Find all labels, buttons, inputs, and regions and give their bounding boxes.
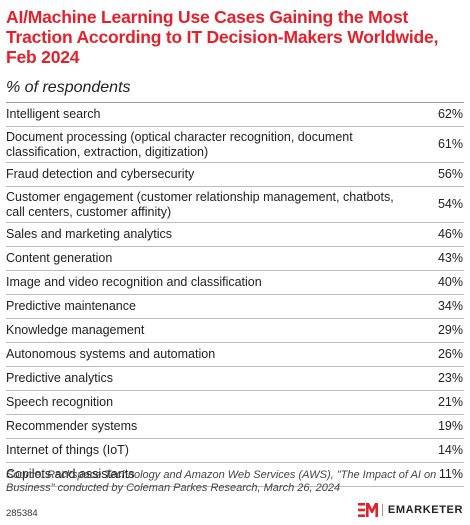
row-value: 23%: [437, 371, 463, 385]
row-label: Knowledge management: [6, 323, 145, 337]
row-label: Speech recognition: [6, 395, 114, 409]
row-label: Copilots and assistants: [6, 467, 135, 481]
brand-name: EMARKETER: [387, 504, 463, 516]
row-label: Predictive maintenance: [6, 299, 136, 313]
row-label: Customer engagement (customer relationsh…: [6, 189, 394, 219]
row-label: Autonomous systems and automation: [6, 347, 216, 361]
table-row: Customer engagement (customer relationsh…: [6, 187, 464, 223]
row-label: Predictive analytics: [6, 371, 113, 385]
source-note: Source: Rackspace Technology and Amazon …: [6, 469, 437, 494]
table-row: Intelligent search 62%: [6, 103, 464, 127]
row-value: 61%: [437, 137, 463, 151]
table-row: Content generation 43%: [6, 247, 464, 271]
row-value: 43%: [437, 251, 463, 265]
row-label: Recommender systems: [6, 419, 138, 433]
table-row: Recommender systems 19%: [6, 415, 464, 439]
table-row: Image and video recognition and classifi…: [6, 271, 464, 295]
row-value: 19%: [437, 419, 463, 433]
chart-subtitle: % of respondents: [6, 79, 131, 96]
chart-title: AI/Machine Learning Use Cases Gaining th…: [6, 7, 439, 67]
table-row: Predictive maintenance 34%: [6, 295, 464, 319]
data-table: Intelligent search 62% Document processing…: [6, 102, 464, 487]
row-value: 11%: [438, 467, 463, 481]
row-value: 56%: [437, 167, 463, 181]
table-row: Sales and marketing analytics 46%: [6, 223, 464, 247]
row-value: 40%: [437, 275, 463, 289]
chart-id: 285384: [6, 508, 38, 519]
row-label: Intelligent search: [6, 107, 101, 121]
row-value: 46%: [437, 227, 463, 241]
table-row: Internet of things (IoT) 14%: [6, 439, 464, 463]
table-row: Autonomous systems and automation 26%: [6, 343, 464, 367]
row-value: 26%: [437, 347, 463, 361]
table-row: Predictive analytics 23%: [6, 367, 464, 391]
row-value: 62%: [437, 107, 463, 121]
row-label: Internet of things (IoT): [6, 443, 129, 457]
brand-footer: EMARKETER: [357, 503, 463, 517]
row-value: 54%: [437, 197, 463, 211]
row-label: Sales and marketing analytics: [6, 227, 173, 241]
row-label: Image and video recognition and classifi…: [6, 275, 262, 289]
table-row: Speech recognition 21%: [6, 391, 464, 415]
row-label: Content generation: [6, 251, 113, 265]
row-label: Document processing (optical character r…: [6, 129, 353, 159]
table-row: Knowledge management 29%: [6, 319, 464, 343]
row-value: 34%: [437, 299, 463, 313]
table-row: Document processing (optical character r…: [6, 127, 464, 163]
row-label: Fraud detection and cybersecurity: [6, 167, 195, 181]
row-value: 29%: [437, 323, 463, 337]
row-value: 21%: [437, 395, 463, 409]
row-value: 14%: [437, 443, 463, 457]
em-logo-icon: [357, 503, 378, 517]
table-row: Fraud detection and cybersecurity 56%: [6, 163, 464, 187]
table-row: Copilots and assistants 11%: [6, 463, 464, 487]
brand-separator: [381, 504, 383, 516]
